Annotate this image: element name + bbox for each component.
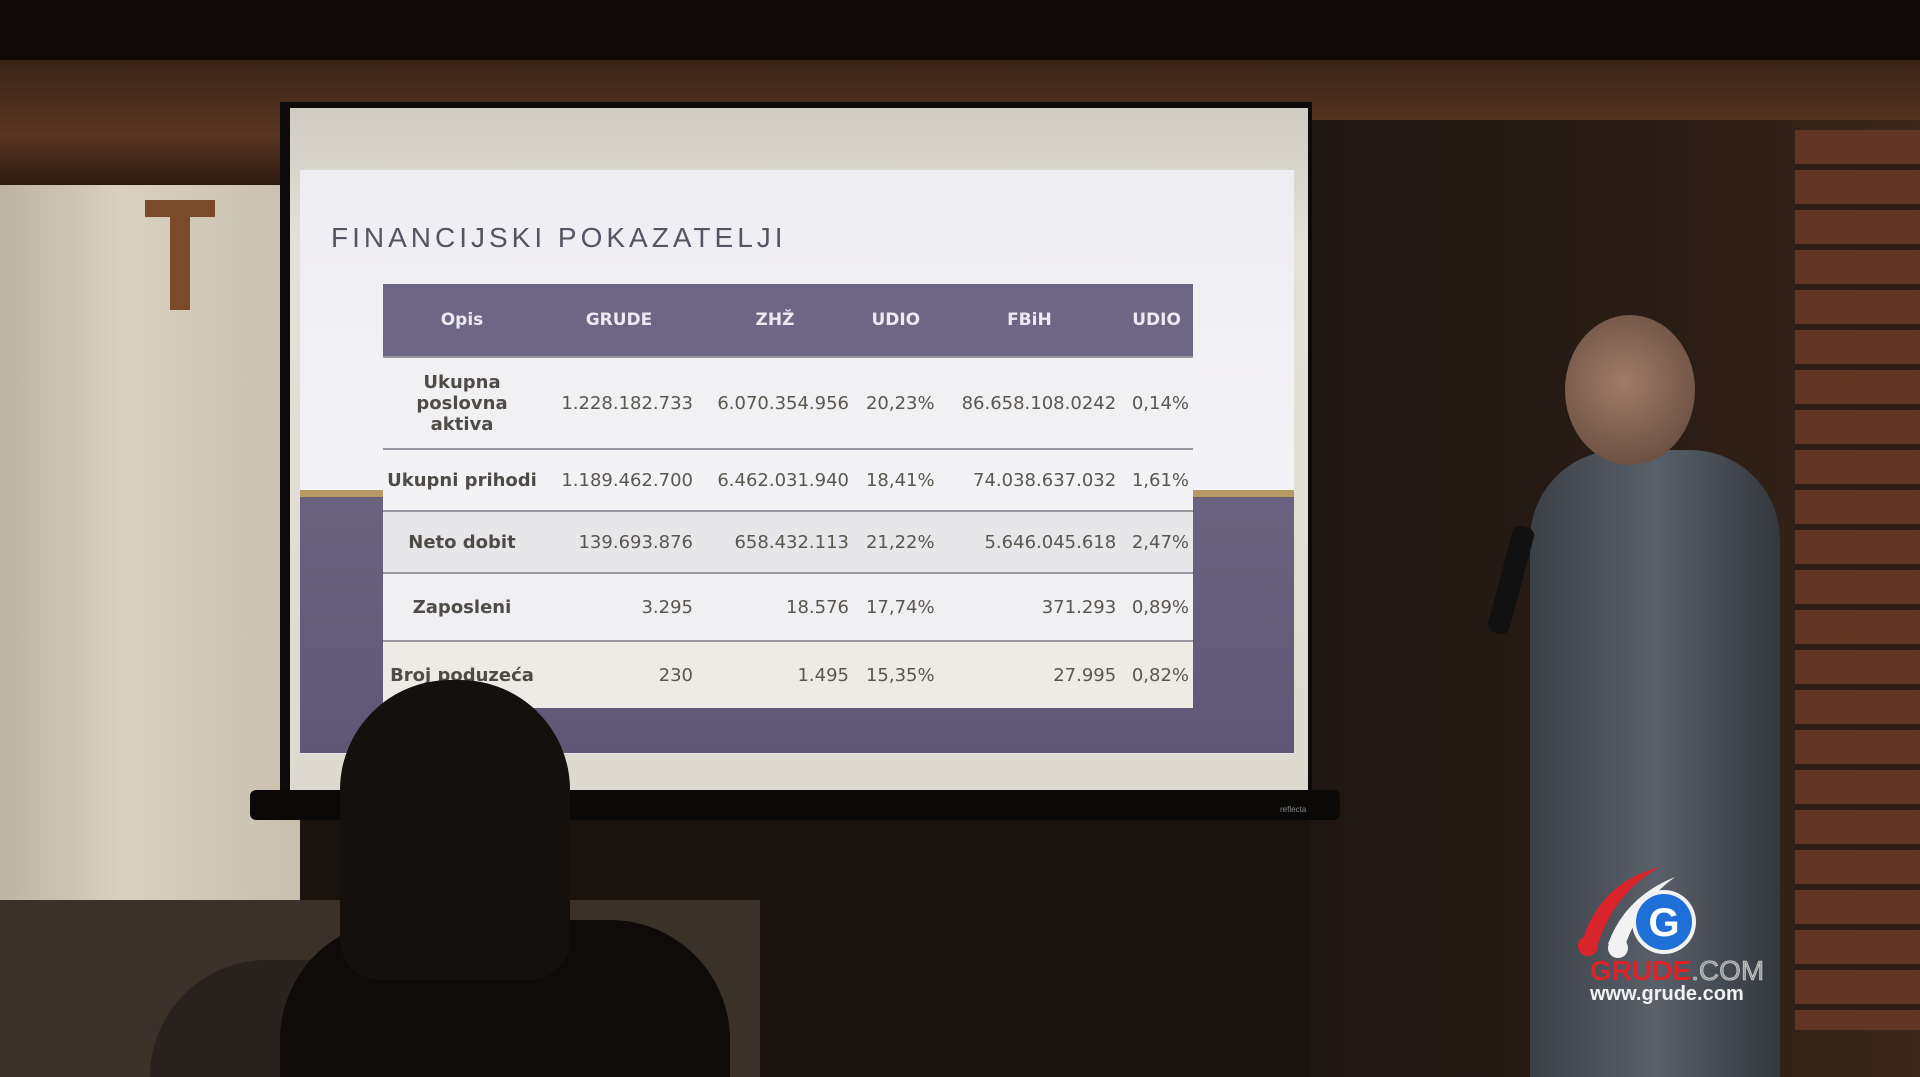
table-row: Zaposleni 3.295 18.576 17,74% 371.293 0,89% xyxy=(383,572,1193,641)
table-cell: 6.462.031.940 xyxy=(697,448,853,511)
table-cell: 5.646.045.618 xyxy=(938,510,1121,573)
table-header: Opis GRUDE ZHŽ UDIO FBiH UDIO xyxy=(383,284,1193,357)
header-cell: ZHŽ xyxy=(697,284,853,357)
header-cell: UDIO xyxy=(853,284,939,357)
table-cell: 0,82% xyxy=(1120,640,1193,708)
tau-cross-icon xyxy=(145,200,215,310)
table-cell: 139.693.876 xyxy=(541,510,697,573)
table-cell: 18.576 xyxy=(697,572,853,641)
table-cell: 20,23% xyxy=(853,356,939,449)
table-cell: 230 xyxy=(541,640,697,708)
screen-brand: reflecta xyxy=(1280,805,1307,814)
curtain-wall xyxy=(0,185,300,945)
table-cell: 21,22% xyxy=(853,510,939,573)
table-cell: 74.038.637.032 xyxy=(938,448,1121,511)
table-cell: 3.295 xyxy=(541,572,697,641)
speaker xyxy=(1530,450,1780,1077)
table-cell: 658.432.113 xyxy=(697,510,853,573)
svg-text:G: G xyxy=(1648,901,1679,945)
row-label: Zaposleni xyxy=(383,572,541,641)
header-cell: Opis xyxy=(383,284,541,357)
table-cell: 6.070.354.956 xyxy=(697,356,853,449)
header-cell: GRUDE xyxy=(541,284,697,357)
speaker-head xyxy=(1565,315,1695,465)
table-cell: 17,74% xyxy=(853,572,939,641)
slide-title: FINANCIJSKI POKAZATELJI xyxy=(331,222,787,253)
table-cell: 0,14% xyxy=(1120,356,1193,449)
table-cell: 1,61% xyxy=(1120,448,1193,511)
table-row: Ukupna poslovna aktiva 1.228.182.733 6.070… xyxy=(383,356,1193,449)
header-cell: FBiH xyxy=(938,284,1121,357)
table-row: Ukupni prihodi 1.189.462.700 6.462.031.940… xyxy=(383,448,1193,511)
audience-member xyxy=(990,860,1290,1077)
table-cell: 0,89% xyxy=(1120,572,1193,641)
watermark-wordmark: GRUDE.COM xyxy=(1590,955,1765,987)
header-cell: UDIO xyxy=(1120,284,1193,357)
table-cell: 1.495 xyxy=(697,640,853,708)
table-cell: 1.228.182.733 xyxy=(541,356,697,449)
row-label: Ukupni prihodi xyxy=(383,448,541,511)
watermark-suffix: .COM xyxy=(1691,955,1765,987)
row-label: Ukupna poslovna aktiva xyxy=(383,356,541,449)
grude-logo-icon: G xyxy=(1578,867,1696,958)
table-cell: 15,35% xyxy=(853,640,939,708)
financial-table: Opis GRUDE ZHŽ UDIO FBiH UDIO Ukupna pos… xyxy=(383,284,1193,708)
table-cell: 1.189.462.700 xyxy=(541,448,697,511)
table-cell: 86.658.108.0242 xyxy=(938,356,1121,449)
ceiling xyxy=(0,0,1920,60)
watermark-url: www.grude.com xyxy=(1590,983,1744,1005)
table-cell: 371.293 xyxy=(938,572,1121,641)
row-label: Neto dobit xyxy=(383,510,541,573)
watermark-name: GRUDE xyxy=(1590,955,1692,986)
table-cell: 27.995 xyxy=(938,640,1121,708)
table-cell: 2,47% xyxy=(1120,510,1193,573)
audience-member xyxy=(340,680,570,980)
brick-column xyxy=(1795,130,1920,1030)
table-row: Neto dobit 139.693.876 658.432.113 21,22% 5.… xyxy=(383,510,1193,573)
table-cell: 18,41% xyxy=(853,448,939,511)
